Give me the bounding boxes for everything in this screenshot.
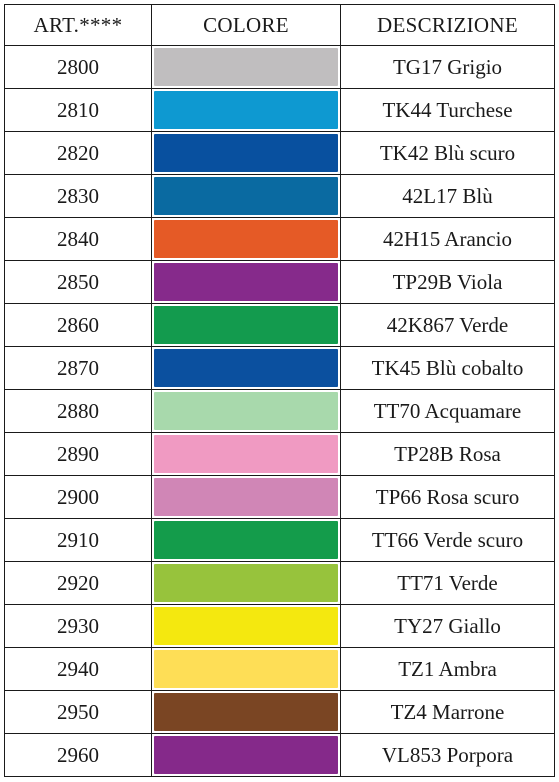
descrizione-cell: TK42 Blù scuro [340,131,555,175]
color-cell [151,217,341,261]
color-cell [151,432,341,476]
table-row: 2900 TP66 Rosa scuro [4,475,555,519]
color-table: ART.**** COLORE DESCRIZIONE 2800 TG17 Gri… [4,4,555,777]
color-cell [151,45,341,89]
table-row: 2890 TP28B Rosa [4,432,555,476]
art-cell: 2810 [4,88,152,132]
color-swatch [154,263,338,301]
color-cell [151,733,341,777]
color-swatch [154,564,338,602]
color-swatch [154,177,338,215]
color-swatch [154,220,338,258]
table-row: 2870 TK45 Blù cobalto [4,346,555,390]
descrizione-cell: TT70 Acquamare [340,389,555,433]
art-cell: 2830 [4,174,152,218]
art-cell: 2840 [4,217,152,261]
descrizione-cell: TY27 Giallo [340,604,555,648]
table-header: ART.**** COLORE DESCRIZIONE [4,4,555,46]
color-cell [151,690,341,734]
table-row: 2920 TT71 Verde [4,561,555,605]
color-swatch [154,736,338,774]
table-row: 2850 TP29B Viola [4,260,555,304]
table-row: 2930 TY27 Giallo [4,604,555,648]
descrizione-cell: TP29B Viola [340,260,555,304]
color-swatch [154,650,338,688]
color-swatch [154,349,338,387]
color-swatch [154,48,338,86]
color-swatch [154,693,338,731]
art-cell: 2910 [4,518,152,562]
table-row: 2960 VL853 Porpora [4,733,555,777]
table-row: 2830 42L17 Blù [4,174,555,218]
header-row: ART.**** COLORE DESCRIZIONE [4,4,555,46]
color-cell [151,303,341,347]
header-colore: COLORE [151,4,341,46]
color-cell [151,260,341,304]
descrizione-cell: 42H15 Arancio [340,217,555,261]
color-swatch [154,478,338,516]
descrizione-cell: TP66 Rosa scuro [340,475,555,519]
header-art: ART.**** [4,4,152,46]
descrizione-cell: TK45 Blù cobalto [340,346,555,390]
color-cell [151,389,341,433]
art-cell: 2850 [4,260,152,304]
table-row: 2810 TK44 Turchese [4,88,555,132]
art-cell: 2800 [4,45,152,89]
color-swatch [154,607,338,645]
header-descrizione: DESCRIZIONE [340,4,555,46]
descrizione-cell: TK44 Turchese [340,88,555,132]
art-cell: 2940 [4,647,152,691]
art-cell: 2870 [4,346,152,390]
color-cell [151,604,341,648]
color-swatch [154,134,338,172]
table-row: 2840 42H15 Arancio [4,217,555,261]
color-swatch [154,435,338,473]
color-swatch [154,91,338,129]
table-row: 2910 TT66 Verde scuro [4,518,555,562]
art-cell: 2890 [4,432,152,476]
art-cell: 2930 [4,604,152,648]
descrizione-cell: TZ4 Marrone [340,690,555,734]
descrizione-cell: TZ1 Ambra [340,647,555,691]
descrizione-cell: TP28B Rosa [340,432,555,476]
art-cell: 2880 [4,389,152,433]
descrizione-cell: 42L17 Blù [340,174,555,218]
descrizione-cell: TG17 Grigio [340,45,555,89]
art-cell: 2920 [4,561,152,605]
descrizione-cell: VL853 Porpora [340,733,555,777]
art-cell: 2860 [4,303,152,347]
color-swatch [154,392,338,430]
color-cell [151,88,341,132]
table-body: 2800 TG17 Grigio 2810 TK44 Turchese 2820 TK42… [4,45,555,777]
color-cell [151,647,341,691]
color-cell [151,475,341,519]
table-row: 2940 TZ1 Ambra [4,647,555,691]
art-cell: 2960 [4,733,152,777]
table-row: 2880 TT70 Acquamare [4,389,555,433]
table-row: 2820 TK42 Blù scuro [4,131,555,175]
color-cell [151,518,341,562]
art-cell: 2950 [4,690,152,734]
color-cell [151,346,341,390]
color-swatch [154,521,338,559]
table-row: 2950 TZ4 Marrone [4,690,555,734]
descrizione-cell: 42K867 Verde [340,303,555,347]
color-cell [151,174,341,218]
descrizione-cell: TT66 Verde scuro [340,518,555,562]
table-row: 2860 42K867 Verde [4,303,555,347]
table-row: 2800 TG17 Grigio [4,45,555,89]
color-cell [151,131,341,175]
color-swatch [154,306,338,344]
art-cell: 2900 [4,475,152,519]
color-cell [151,561,341,605]
descrizione-cell: TT71 Verde [340,561,555,605]
art-cell: 2820 [4,131,152,175]
